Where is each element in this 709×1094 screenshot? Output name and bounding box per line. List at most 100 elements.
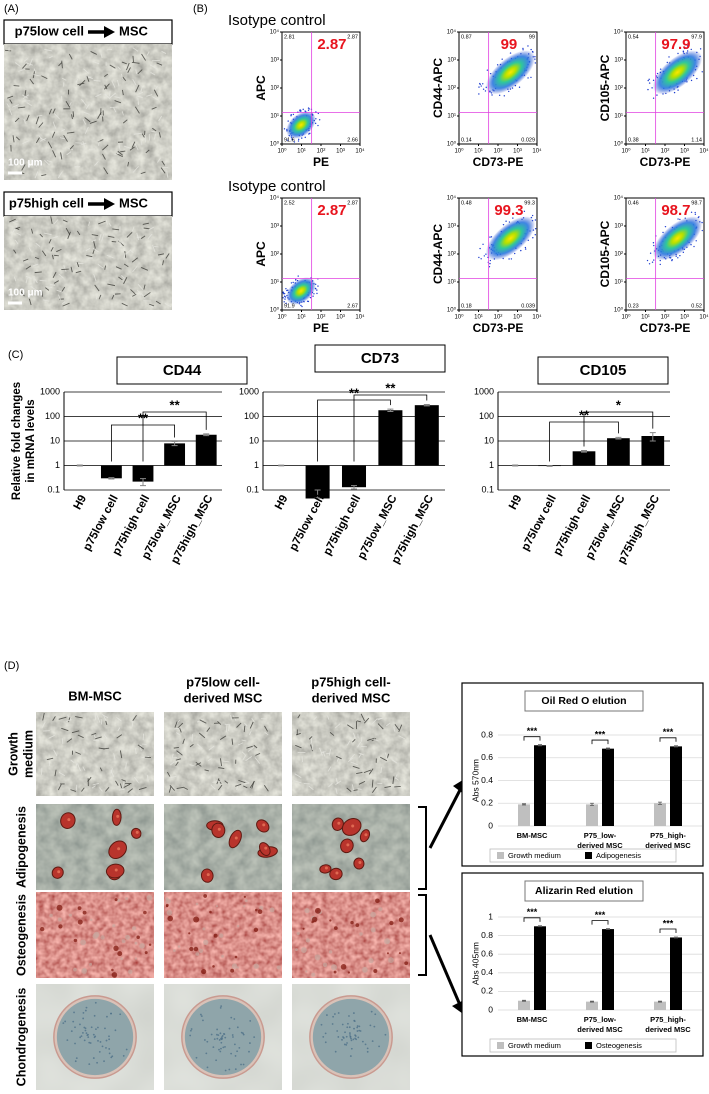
cell	[91, 239, 97, 243]
cell	[222, 760, 230, 763]
cell	[61, 128, 66, 132]
lipid-droplet	[57, 870, 61, 874]
cell	[25, 62, 33, 66]
cell	[38, 135, 43, 140]
x-tick-label: 10³	[680, 149, 689, 155]
mineral-deposit	[121, 939, 126, 944]
mineral-deposit	[398, 917, 404, 923]
cell	[41, 291, 43, 297]
micrograph	[36, 712, 154, 796]
mineral-deposit	[177, 945, 181, 948]
event-dot	[530, 76, 532, 79]
y-tick-label: 10³	[447, 58, 456, 64]
cell	[35, 116, 40, 125]
significance-bracket	[659, 737, 677, 742]
pellet-cell	[324, 1041, 327, 1044]
quadrant-value: 0.23	[628, 303, 639, 309]
cell	[75, 751, 81, 755]
cell	[367, 737, 375, 741]
cell	[45, 286, 53, 289]
lipid-droplet	[358, 861, 362, 865]
y-tick-label: 1	[489, 460, 494, 470]
cell	[66, 131, 75, 134]
cell	[166, 170, 169, 178]
cell	[47, 141, 53, 149]
pellet-cell	[83, 1039, 86, 1042]
cell	[83, 68, 89, 74]
cell	[199, 719, 207, 724]
significance-label: **	[349, 385, 360, 400]
pellet-cell	[331, 1023, 334, 1025]
cell	[146, 774, 149, 782]
cell	[90, 51, 97, 55]
mineral-deposit	[302, 927, 305, 930]
column-header: p75low cell-	[186, 674, 260, 689]
cell	[133, 132, 142, 135]
significance-label: ***	[595, 729, 606, 739]
pellet-cell	[90, 1026, 93, 1029]
pellet-cell	[249, 1020, 252, 1022]
cell	[65, 719, 72, 722]
cell	[91, 785, 96, 789]
cell	[121, 61, 127, 65]
cell	[69, 102, 72, 107]
significance-label: ***	[663, 727, 674, 737]
pellet-cell	[217, 1034, 220, 1037]
cell	[137, 95, 143, 99]
cell	[133, 776, 139, 783]
event-dot	[283, 292, 286, 295]
cell	[119, 783, 123, 789]
mineral-deposit	[146, 894, 153, 901]
cell	[35, 137, 40, 144]
cell	[46, 160, 53, 163]
cell	[122, 89, 124, 96]
mineral-deposit	[128, 969, 133, 974]
cell	[107, 283, 116, 287]
significance-bracket	[659, 928, 677, 933]
caption-arrowhead	[104, 198, 115, 210]
cell	[76, 262, 80, 268]
pellet-cell	[233, 1043, 236, 1046]
cell	[174, 727, 180, 730]
lipid-droplet	[335, 871, 339, 875]
mineral-deposit	[295, 948, 298, 952]
event-dot	[690, 211, 693, 213]
lipid-droplet	[234, 836, 238, 840]
cell	[34, 171, 39, 179]
cell	[134, 143, 139, 151]
cell	[22, 140, 30, 144]
bar	[586, 804, 598, 826]
significance-label: ***	[595, 910, 606, 920]
pellet-cell	[353, 1019, 356, 1022]
cell	[105, 787, 110, 792]
quadrant-value: 2.81	[284, 34, 295, 40]
event-dot	[318, 119, 321, 121]
cell	[371, 779, 374, 788]
x-tick-label: H9	[273, 493, 290, 512]
event-dot	[677, 218, 679, 220]
pellet-cell	[346, 1042, 348, 1044]
quadrant-value: 0.48	[461, 200, 472, 206]
mineral-deposit	[165, 897, 169, 901]
mineral-deposit	[134, 957, 137, 960]
pellet-cell	[110, 1012, 112, 1015]
quadrant-value: 0.87	[461, 34, 472, 40]
cell	[137, 69, 143, 75]
pellet-cell	[349, 1035, 352, 1038]
cell	[377, 723, 384, 730]
cell	[242, 754, 247, 761]
mineral-deposit	[378, 907, 383, 912]
error-bar	[615, 436, 622, 440]
cell	[351, 784, 355, 791]
event-dot	[518, 86, 521, 88]
mineral-deposit	[361, 966, 368, 973]
cell	[93, 240, 96, 249]
x-tick-label: p75low cell	[288, 493, 327, 553]
cell	[335, 777, 339, 784]
y-tick-label: 10¹	[447, 114, 456, 120]
cell	[386, 753, 390, 759]
cell	[96, 715, 101, 723]
cell	[48, 55, 53, 59]
mineral-deposit	[253, 963, 259, 969]
cell	[100, 53, 103, 59]
